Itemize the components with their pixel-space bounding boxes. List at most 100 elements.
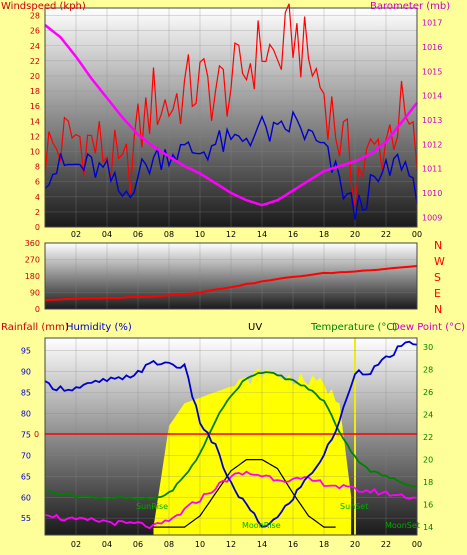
windspeed-tick: 6 xyxy=(35,178,40,187)
x-tick-label: 18 xyxy=(319,230,329,239)
temperature-tick: 20 xyxy=(423,456,433,465)
barometer-tick: 1013 xyxy=(422,116,442,125)
temperature-tick: 14 xyxy=(423,523,433,532)
rainfall-axis-label: Rainfall (mm) xyxy=(1,322,69,333)
humidity-axis-label: Humidity (%) xyxy=(66,322,132,333)
uv-label: UV xyxy=(248,322,262,333)
x-tick-label: 14 xyxy=(257,230,267,239)
wind-baro-panel: Windspeed (kph) Barometer (mb) 024681012… xyxy=(1,1,450,239)
humidity-tick: 65 xyxy=(21,472,31,481)
barometer-tick: 1012 xyxy=(422,140,442,149)
windspeed-tick: 16 xyxy=(30,102,40,111)
windspeed-tick: 2 xyxy=(35,208,40,217)
sunset-label: SunSet xyxy=(340,502,368,511)
humidity-tick: 60 xyxy=(21,493,31,502)
temperature-tick: 30 xyxy=(423,343,433,352)
x-tick-label: 18 xyxy=(319,540,329,549)
x-tick-label: 20 xyxy=(350,230,360,239)
x-tick-label: 02 xyxy=(71,230,81,239)
barometer-tick: 1014 xyxy=(422,92,442,101)
barometer-tick: 1009 xyxy=(422,213,442,222)
compass-label: N xyxy=(434,303,442,316)
temperature-line xyxy=(44,371,418,501)
barometer-tick: 1015 xyxy=(422,67,442,76)
temperature-tick: 18 xyxy=(423,478,433,487)
humidity-tick: 80 xyxy=(21,409,31,418)
windspeed-tick: 4 xyxy=(35,193,40,202)
humidity-tick: 85 xyxy=(21,388,31,397)
temperature-tick: 16 xyxy=(423,501,433,510)
rain-zero-tick: 0 xyxy=(34,430,39,439)
direction-tick: 270 xyxy=(25,256,40,265)
windspeed-tick: 18 xyxy=(30,87,40,96)
x-tick-label: 02 xyxy=(71,540,81,549)
x-tick-label: 04 xyxy=(102,540,112,549)
x-tick-label: 12 xyxy=(226,230,236,239)
humidity-tick: 95 xyxy=(21,347,31,356)
barometer-tick: 1016 xyxy=(422,43,442,52)
x-tick-label: 16 xyxy=(288,230,298,239)
windspeed-tick: 24 xyxy=(30,42,40,51)
temperature-tick: 26 xyxy=(423,388,433,397)
dewpoint-axis-label: Dew Point (°C) xyxy=(392,322,465,333)
windspeed-tick: 26 xyxy=(30,27,40,36)
x-tick-label: 10 xyxy=(195,230,205,239)
x-tick-label: 12 xyxy=(226,540,236,549)
windspeed-tick: 8 xyxy=(35,163,40,172)
windspeed-tick: 20 xyxy=(30,72,40,81)
direction-tick: 0 xyxy=(35,305,40,314)
temperature-tick: 22 xyxy=(423,433,433,442)
solar-area xyxy=(153,368,352,535)
solar-max-line xyxy=(153,459,336,528)
x-tick-label: 22 xyxy=(381,230,391,239)
x-tick-label: 06 xyxy=(133,540,143,549)
x-tick-label: 14 xyxy=(257,540,267,549)
barometer-tick: 1010 xyxy=(422,189,442,198)
x-tick-label: 20 xyxy=(350,540,360,549)
humidity-tick: 70 xyxy=(21,451,31,460)
moonrise-label: MoonRise xyxy=(242,521,281,530)
barometer-line xyxy=(44,24,418,207)
temperature-tick: 24 xyxy=(423,411,433,420)
wind-direction-line xyxy=(44,265,418,301)
temp-humidity-panel: Rainfall (mm) Humidity (%) UV Temperatur… xyxy=(1,322,465,549)
x-tick-label: 22 xyxy=(381,540,391,549)
x-tick-label: 06 xyxy=(133,230,143,239)
temperature-tick: 28 xyxy=(423,366,433,375)
sunrise-label: SunRise xyxy=(136,502,168,511)
compass-label: E xyxy=(434,287,441,300)
windspeed-tick: 10 xyxy=(30,147,40,156)
wind-gust-line xyxy=(44,3,418,206)
direction-tick: 180 xyxy=(25,272,40,281)
windspeed-axis-label: Windspeed (kph) xyxy=(1,1,86,12)
direction-tick: 360 xyxy=(25,239,40,248)
x-tick-label: 04 xyxy=(102,230,112,239)
humidity-tick: 75 xyxy=(21,430,31,439)
windspeed-tick: 14 xyxy=(30,117,40,126)
x-tick-label: 08 xyxy=(164,230,174,239)
humidity-line xyxy=(44,340,418,528)
humidity-tick: 55 xyxy=(21,514,31,523)
windspeed-tick: 12 xyxy=(30,132,40,141)
x-tick-label: 08 xyxy=(164,540,174,549)
x-tick-label: 10 xyxy=(195,540,205,549)
barometer-axis-label: Barometer (mb) xyxy=(370,1,450,12)
x-tick-label: 00 xyxy=(412,540,422,549)
windspeed-tick: 0 xyxy=(35,223,40,232)
humidity-tick: 90 xyxy=(21,368,31,377)
barometer-tick: 1011 xyxy=(422,165,442,174)
wind-avg-line xyxy=(44,110,418,220)
windspeed-tick: 22 xyxy=(30,57,40,66)
compass-label: W xyxy=(434,255,445,268)
barometer-tick: 1017 xyxy=(422,19,442,28)
x-tick-label: 16 xyxy=(288,540,298,549)
temperature-axis-label: Temperature (°C) xyxy=(310,322,397,333)
dewpoint-line xyxy=(44,470,418,530)
windspeed-tick: 28 xyxy=(30,12,40,21)
direction-tick: 90 xyxy=(30,289,40,298)
compass-label: S xyxy=(434,271,441,284)
moonset-label: MoonSet xyxy=(385,521,420,530)
compass-label: N xyxy=(434,239,442,252)
